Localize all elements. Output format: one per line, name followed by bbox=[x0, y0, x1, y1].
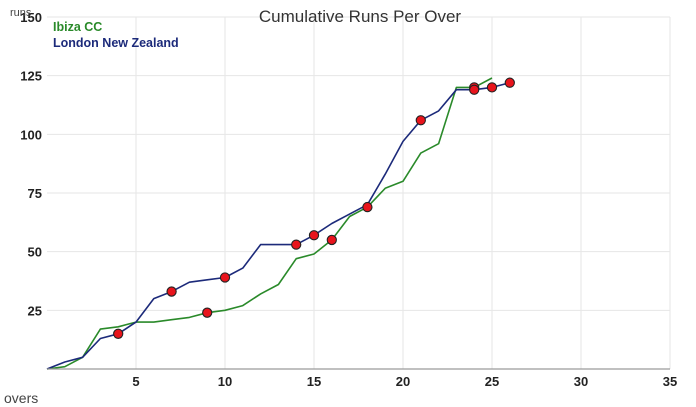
x-tick-label: 25 bbox=[485, 374, 499, 389]
wicket-marker bbox=[469, 84, 480, 95]
x-tick-label: 30 bbox=[574, 374, 588, 389]
x-axis-label: overs bbox=[4, 390, 38, 406]
x-tick-label: 5 bbox=[132, 374, 139, 389]
x-tick-label: 35 bbox=[663, 374, 677, 389]
y-axis-label: runs bbox=[10, 7, 32, 19]
y-tick-label: 125 bbox=[20, 69, 42, 84]
wicket-marker bbox=[219, 272, 231, 283]
wicket-marker bbox=[291, 239, 302, 250]
y-tick-label: 75 bbox=[28, 186, 42, 201]
wicket-marker bbox=[362, 201, 373, 213]
series-layer bbox=[46, 77, 511, 370]
series-line-ibiza-cc bbox=[46, 77, 493, 370]
legend-entry: London New Zealand bbox=[53, 36, 179, 50]
wicket-marker bbox=[166, 286, 177, 297]
x-tick-label: 10 bbox=[218, 374, 232, 389]
x-tick-label: 20 bbox=[396, 374, 410, 389]
legend: Ibiza CC London New Zealand bbox=[53, 20, 179, 50]
wicket-marker bbox=[202, 307, 213, 318]
chart-title: Cumulative Runs Per Over bbox=[259, 7, 462, 26]
series-line-london-new-zealand bbox=[46, 81, 511, 370]
wicket-markers bbox=[113, 77, 515, 339]
x-tick-label: 15 bbox=[307, 374, 321, 389]
legend-entry: Ibiza CC bbox=[53, 20, 102, 34]
y-tick-label: 150 bbox=[20, 10, 42, 25]
wicket-marker bbox=[415, 115, 426, 126]
gridlines bbox=[47, 16, 671, 369]
y-tick-label: 50 bbox=[28, 245, 42, 260]
wicket-marker bbox=[113, 328, 124, 339]
wicket-marker bbox=[486, 82, 498, 93]
wicket-marker bbox=[308, 230, 320, 241]
y-tick-label: 100 bbox=[20, 127, 42, 142]
tick-labels: 25 50 75 100 125 150 5 10 15 20 25 30 35 bbox=[20, 10, 677, 389]
y-tick-label: 25 bbox=[28, 303, 42, 318]
wicket-marker bbox=[326, 234, 337, 246]
wicket-marker bbox=[504, 77, 515, 88]
